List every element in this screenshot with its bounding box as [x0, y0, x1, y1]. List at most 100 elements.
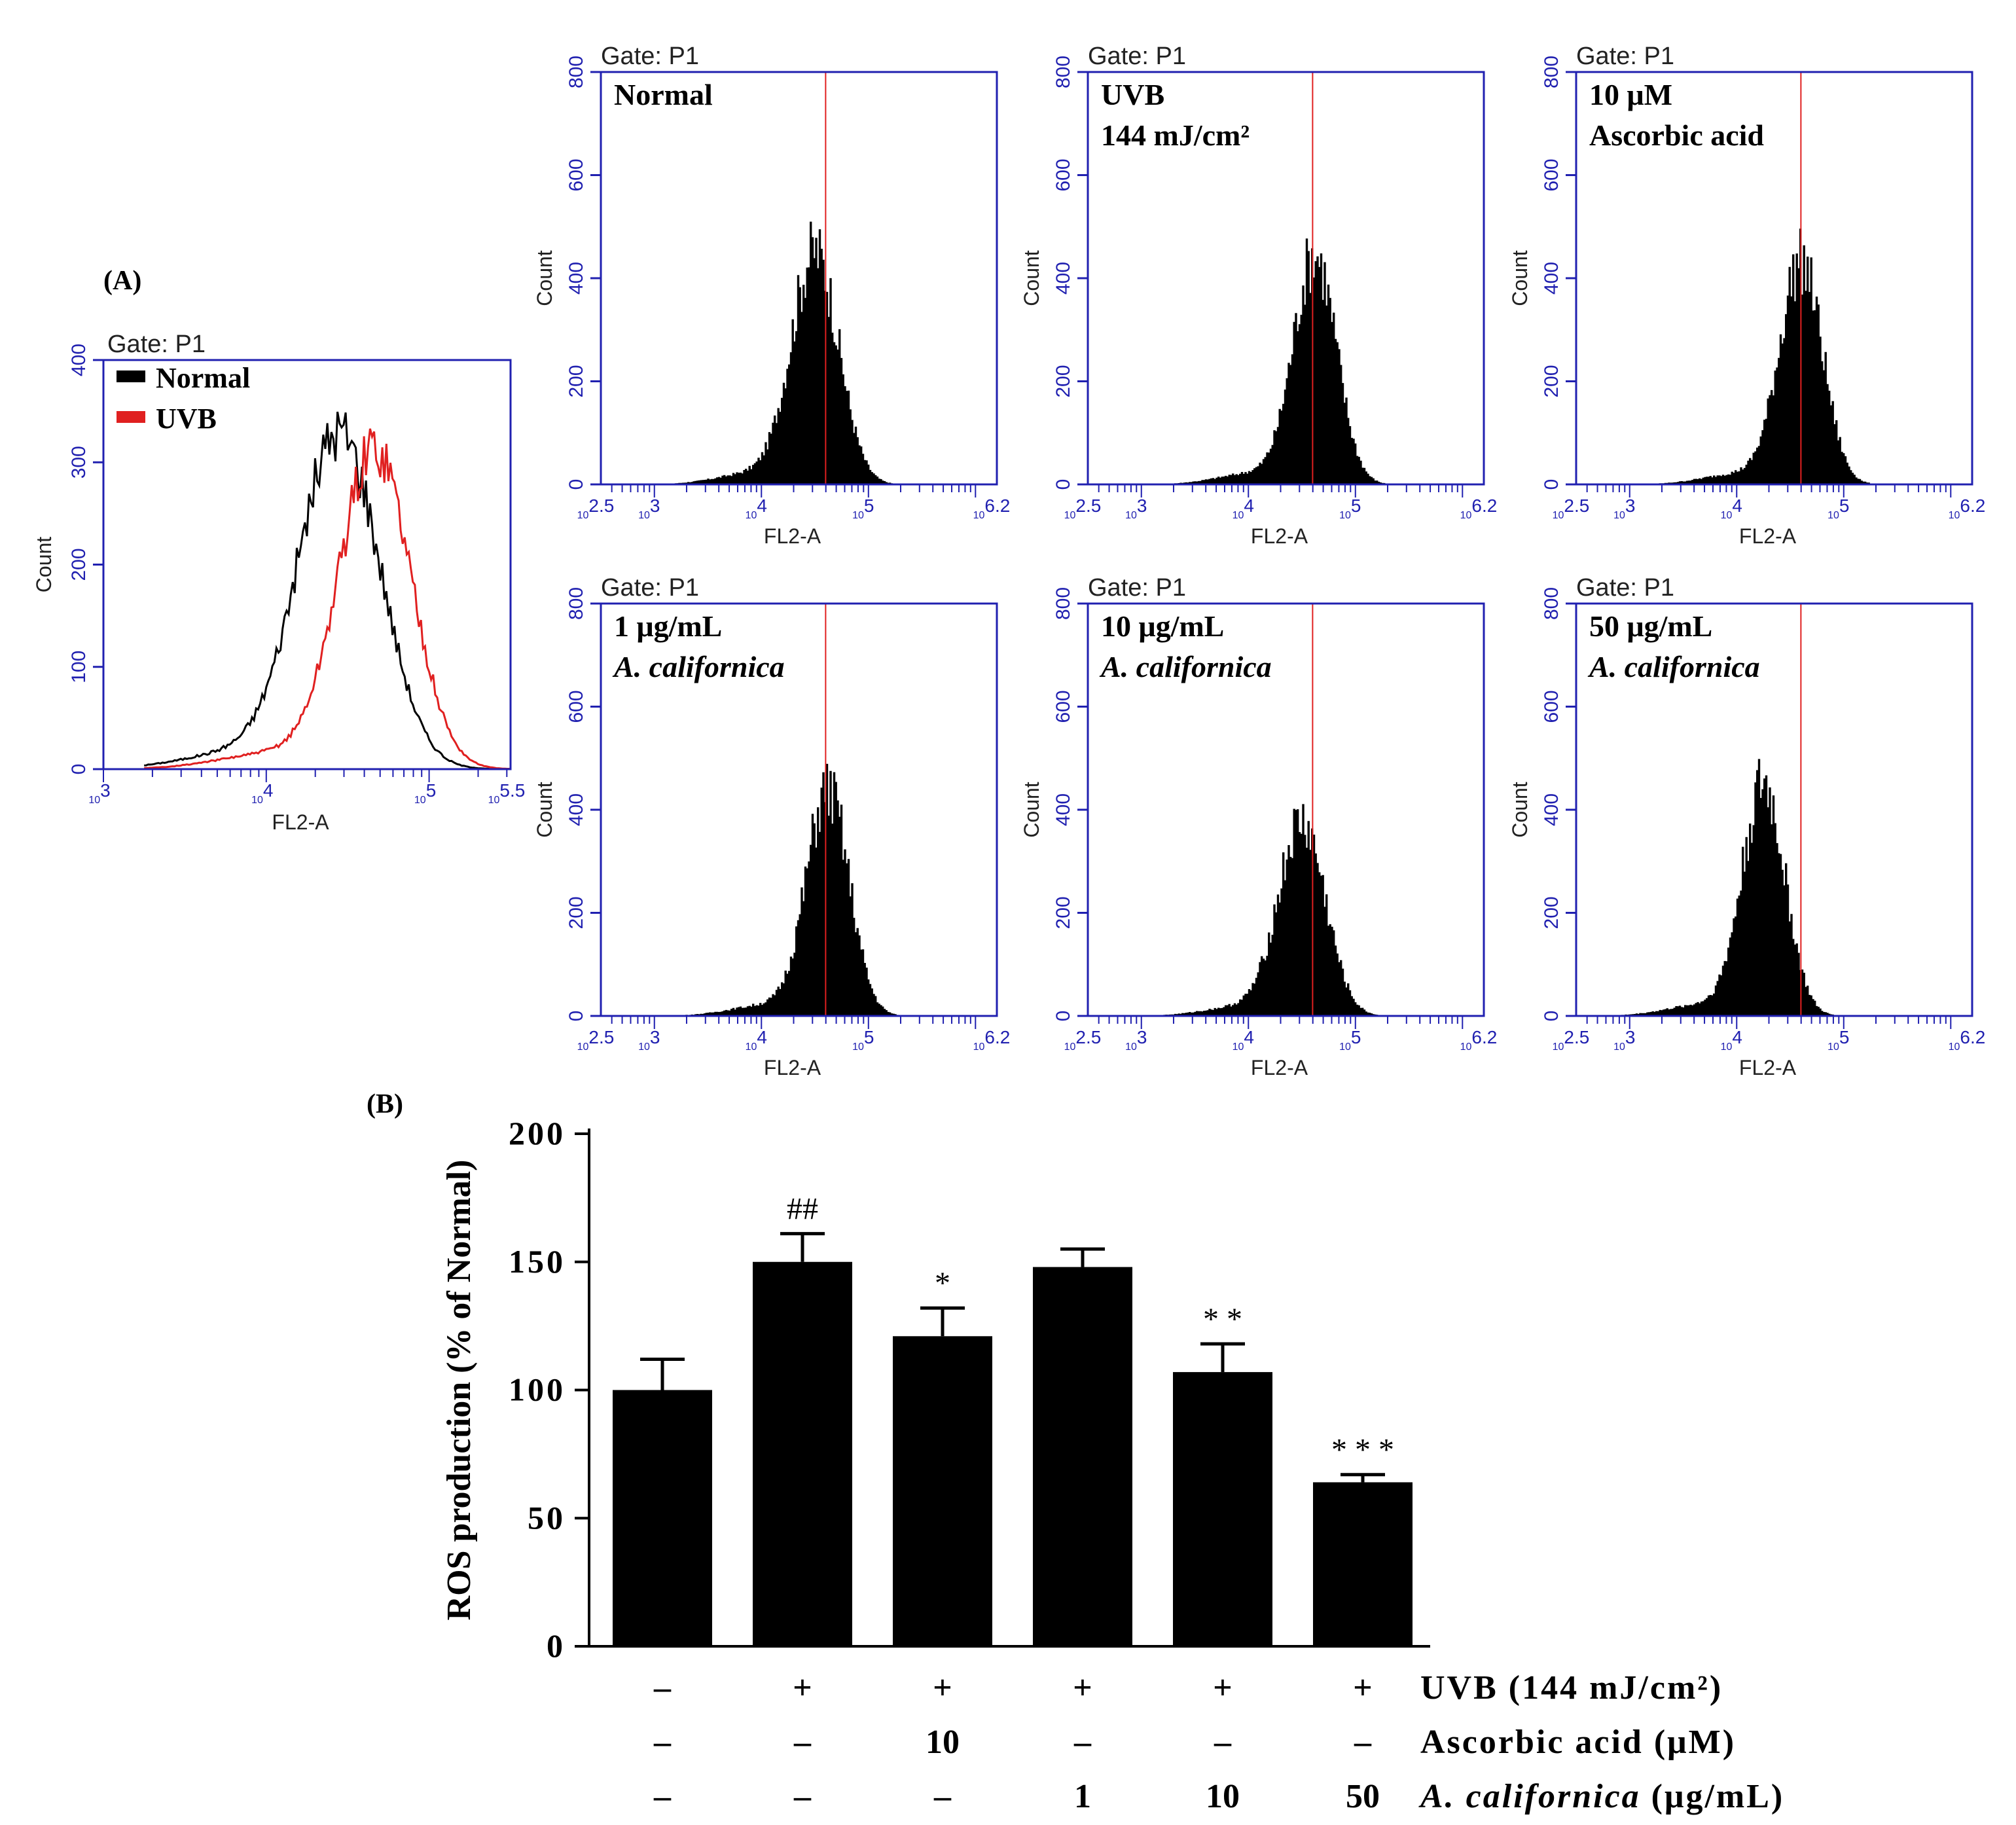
condition-label: 144 mJ/cm² [1101, 118, 1250, 152]
x-tick-label: 104 [251, 780, 273, 806]
y-tick-label: 100 [509, 1371, 566, 1408]
y-tick-label: 600 [566, 158, 587, 191]
bar-5 [1313, 1482, 1413, 1646]
gate-label: Gate: P1 [1088, 574, 1186, 602]
y-tick-label: 400 [68, 344, 90, 376]
series-line-uvb [144, 428, 511, 770]
treatment-cell: – [933, 1778, 952, 1815]
y-tick-label: 600 [1053, 158, 1074, 191]
histogram-panel: Gate: P1 0 200 400 600 800 Count 102.5 103 104 105… [533, 43, 1010, 548]
y-axis-label: Count [1020, 782, 1043, 838]
condition-label: Ascorbic acid [1589, 118, 1764, 152]
histogram-panel: Gate: P1 0 200 400 600 800 Count 102.5 103 104 105… [1508, 43, 1985, 548]
y-tick-label: 400 [1541, 793, 1562, 826]
x-tick-label: 106.2 [1949, 496, 1986, 521]
histogram-panel: Gate: P1 0 200 400 600 800 Count 102.5 103 104 105… [1020, 43, 1497, 548]
bar-4 [1173, 1372, 1272, 1646]
y-tick-label: 0 [547, 1627, 566, 1664]
gate-label: Gate: P1 [1576, 574, 1674, 602]
x-tick-label: 102.5 [1064, 1027, 1102, 1053]
x-axis-label: FL2-A [272, 810, 329, 834]
treatment-cell: + [1073, 1669, 1092, 1707]
significance-mark: * * [1203, 1302, 1242, 1337]
y-axis-label: ROS production (% of Normal) [441, 1160, 478, 1621]
x-tick-label: 106.2 [1949, 1027, 1986, 1053]
x-tick-label: 103 [1613, 1027, 1635, 1053]
histogram-bars [1617, 759, 1836, 1016]
y-tick-label: 800 [1053, 56, 1074, 88]
treatment-cell: + [1213, 1669, 1233, 1707]
treatment-cell: – [1214, 1724, 1232, 1761]
y-tick-label: 100 [68, 651, 90, 683]
treatment-cell: – [653, 1778, 672, 1815]
x-tick-label: 106.2 [1460, 1027, 1498, 1053]
x-tick-label: 105 [414, 780, 436, 806]
y-tick-label: 200 [1541, 365, 1562, 397]
x-tick-label: 105 [1339, 496, 1361, 521]
y-tick-label: 400 [566, 793, 587, 826]
x-tick-label: 103 [1125, 496, 1147, 521]
y-tick-label: 200 [566, 365, 587, 397]
histogram-bars [681, 763, 902, 1016]
legend-swatch [117, 370, 145, 382]
y-tick-label: 300 [68, 446, 90, 479]
y-axis-label: Count [533, 782, 556, 838]
condition-label: UVB [1101, 78, 1164, 111]
x-tick-label: 105 [1827, 1027, 1849, 1053]
x-tick-label: 104 [1233, 1027, 1254, 1053]
x-tick-label: 104 [746, 496, 767, 521]
condition-label: A. californica [1587, 650, 1760, 683]
series-line-normal [144, 411, 511, 770]
x-tick-label: 102.5 [1553, 1027, 1590, 1053]
treatment-cell: – [793, 1778, 812, 1815]
legend-label: Normal [156, 362, 250, 394]
gate-label: Gate: P1 [601, 574, 699, 602]
significance-mark: * * * [1331, 1433, 1394, 1468]
y-tick-label: 0 [1053, 479, 1074, 490]
x-axis-label: FL2-A [1251, 524, 1308, 548]
y-tick-label: 800 [1053, 587, 1074, 620]
histogram-panels: Gate: P1 0 200 400 600 800 Count 102.5 103 104 105… [533, 43, 1985, 1079]
y-tick-label: 0 [1053, 1011, 1074, 1022]
treatment-row-label: A. californica (μg/mL) [1418, 1778, 1784, 1815]
bar-2 [893, 1336, 992, 1646]
y-tick-label: 600 [566, 690, 587, 723]
x-tick-label: 106.2 [973, 1027, 1011, 1053]
y-tick-label: 150 [509, 1243, 566, 1280]
overlay-histogram: Gate: P1 0 100 200 300 400 Count 103 104 105 105.5… [32, 331, 525, 834]
y-tick-label: 0 [68, 764, 90, 775]
x-tick-label: 102.5 [1064, 496, 1102, 521]
y-tick-label: 800 [566, 587, 587, 620]
treatment-cell: 1 [1074, 1778, 1091, 1815]
x-tick-label: 105 [852, 1027, 874, 1053]
gate-label: Gate: P1 [107, 331, 206, 358]
x-tick-label: 104 [1721, 1027, 1742, 1053]
treatment-cell: 10 [926, 1724, 960, 1761]
y-axis-label: Count [1020, 250, 1043, 306]
condition-label: 1 μg/mL [614, 609, 722, 643]
y-tick-label: 0 [566, 479, 587, 490]
condition-label: 50 μg/mL [1589, 609, 1712, 643]
panel-a-label: (A) [103, 266, 141, 296]
bar-3 [1033, 1267, 1132, 1646]
y-tick-label: 200 [1053, 365, 1074, 397]
y-tick-label: 0 [1541, 1011, 1562, 1022]
x-axis-label: FL2-A [764, 1056, 821, 1079]
y-tick-label: 50 [528, 1499, 566, 1536]
y-tick-label: 200 [1053, 896, 1074, 929]
x-tick-label: 104 [1721, 496, 1742, 521]
treatment-cell: – [1073, 1724, 1092, 1761]
y-axis-label: Count [1508, 250, 1532, 306]
histogram-bars [1158, 804, 1380, 1016]
treatment-cell: – [793, 1724, 812, 1761]
y-tick-label: 0 [566, 1011, 587, 1022]
x-tick-label: 103 [638, 1027, 660, 1053]
x-axis-label: FL2-A [1739, 1056, 1797, 1079]
y-tick-label: 200 [566, 896, 587, 929]
histogram-bars [1655, 228, 1874, 484]
condition-label: 10 μM [1589, 78, 1672, 111]
treatment-cell: 50 [1346, 1778, 1380, 1815]
legend-swatch [117, 411, 145, 423]
x-tick-label: 105 [852, 496, 874, 521]
